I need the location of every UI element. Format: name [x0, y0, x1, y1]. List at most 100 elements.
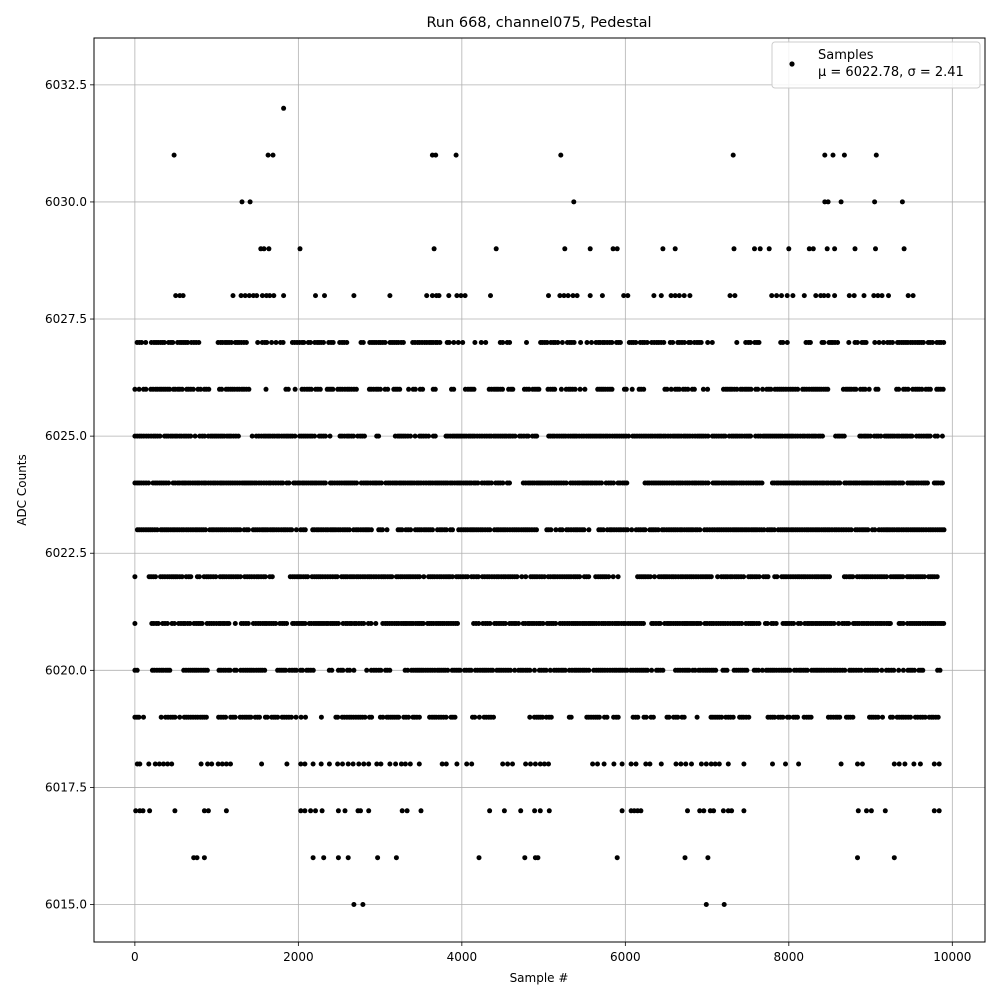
data-point: [293, 667, 299, 673]
data-point: [780, 714, 786, 720]
data-point: [920, 340, 926, 345]
y-tick-label: 6032.5: [45, 78, 87, 92]
y-tick-label: 6030.0: [45, 195, 87, 209]
data-point: [335, 714, 341, 720]
data-point: [541, 761, 547, 767]
data-point: [741, 574, 747, 580]
data-point: [547, 667, 553, 673]
data-point: [281, 105, 287, 111]
data-point: [146, 761, 152, 767]
data-point: [577, 574, 583, 580]
data-point: [483, 340, 489, 345]
data-point: [600, 527, 606, 533]
data-point: [825, 293, 831, 299]
data-point: [703, 902, 709, 907]
data-point: [137, 761, 143, 767]
data-point: [734, 340, 740, 345]
data-point: [896, 761, 902, 767]
data-point: [404, 808, 410, 814]
data-points: [132, 105, 947, 907]
data-point: [524, 340, 529, 345]
data-point: [346, 527, 352, 533]
data-point: [523, 761, 529, 767]
data-point: [510, 386, 516, 392]
data-point: [577, 386, 583, 392]
data-point: [876, 340, 882, 345]
data-point: [757, 246, 763, 252]
x-axis-label: Sample #: [510, 971, 569, 985]
data-point: [891, 667, 897, 673]
data-point: [804, 667, 810, 673]
data-point: [708, 574, 714, 580]
data-point: [643, 714, 649, 720]
data-point: [701, 808, 707, 814]
data-point: [356, 761, 362, 767]
data-point: [741, 761, 747, 767]
data-point: [507, 480, 512, 486]
y-axis: 6015.0 6017.5 6020.0 6022.5 6025.0 6027.5 6030…: [45, 78, 94, 912]
data-point: [345, 855, 351, 861]
x-axis: 0 2000 4000 6000 8000 10000: [131, 942, 971, 964]
data-point: [457, 667, 463, 673]
data-point: [863, 340, 869, 345]
data-point: [712, 761, 718, 767]
data-point: [516, 621, 521, 626]
data-point: [313, 293, 318, 299]
data-point: [611, 480, 616, 486]
data-point: [227, 667, 233, 673]
data-point: [387, 761, 393, 767]
data-point: [310, 761, 316, 767]
data-point: [201, 808, 207, 814]
data-point: [868, 808, 874, 814]
data-point: [896, 386, 902, 392]
data-point: [825, 199, 831, 205]
y-tick-label: 6025.0: [45, 429, 87, 443]
data-point: [302, 761, 308, 767]
data-point: [493, 246, 499, 252]
data-point: [507, 667, 513, 673]
data-point: [300, 667, 305, 673]
data-point: [841, 433, 847, 439]
data-point: [172, 714, 178, 720]
data-point: [624, 667, 630, 673]
data-point: [625, 527, 630, 533]
data-point: [257, 714, 262, 720]
data-point: [649, 667, 655, 673]
data-point: [345, 761, 351, 767]
data-point: [378, 667, 384, 673]
data-point: [377, 386, 383, 392]
data-point: [848, 527, 854, 533]
data-point: [364, 667, 370, 673]
legend-stats: μ = 6022.78, σ = 2.41: [818, 65, 964, 80]
data-point: [201, 855, 207, 861]
data-point: [931, 761, 937, 767]
data-point: [170, 340, 176, 345]
data-point: [179, 386, 185, 392]
data-point: [705, 855, 711, 861]
data-point: [873, 152, 879, 158]
data-point: [941, 621, 947, 626]
legend-label: Samples: [818, 48, 874, 63]
data-point: [546, 293, 551, 299]
data-point: [872, 527, 878, 533]
data-point: [587, 293, 593, 299]
data-point: [676, 293, 682, 299]
data-point: [262, 574, 268, 580]
data-point: [136, 386, 142, 392]
data-point: [416, 714, 422, 720]
data-point: [464, 761, 470, 767]
data-point: [385, 386, 391, 392]
data-point: [233, 667, 239, 673]
data-point: [686, 667, 692, 673]
data-point: [432, 386, 438, 392]
data-point: [335, 855, 341, 861]
data-point: [261, 246, 267, 252]
data-point: [711, 808, 717, 814]
data-point: [900, 574, 906, 580]
data-point: [589, 340, 594, 345]
data-point: [628, 761, 634, 767]
data-point: [308, 386, 314, 392]
data-point: [920, 667, 926, 673]
data-point: [219, 761, 225, 767]
